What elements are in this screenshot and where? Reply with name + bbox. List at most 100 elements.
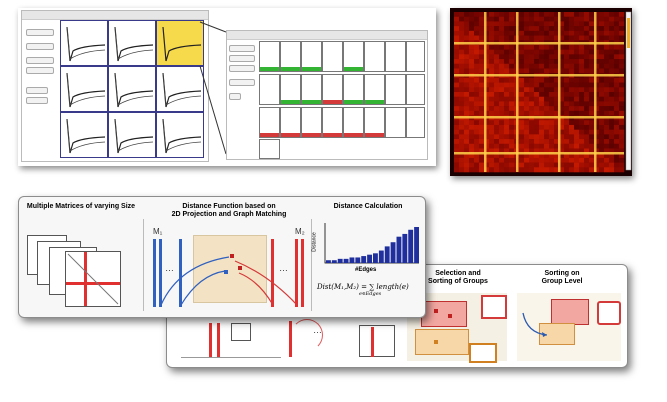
matrix-cell[interactable] <box>364 74 385 105</box>
heatmap-cell <box>499 26 505 32</box>
matrix-cell[interactable] <box>364 41 385 72</box>
heatmap-cell <box>554 148 560 154</box>
plot-tile[interactable] <box>108 20 156 66</box>
heatmap-cell <box>549 101 555 107</box>
plot-tile[interactable] <box>108 112 156 158</box>
heatmap-cell <box>599 157 605 163</box>
plot-tile[interactable] <box>60 112 108 158</box>
heatmap-cell <box>569 106 575 112</box>
plot-tile[interactable] <box>60 66 108 112</box>
matrix-cell[interactable] <box>343 74 364 105</box>
heatmap-cell <box>544 153 550 159</box>
heatmap-cell <box>519 101 525 107</box>
heatmap-cell <box>584 153 590 159</box>
sidebar-button[interactable] <box>26 97 48 104</box>
formula-text: Dist(M₁,M₂) = ∑ length(e) <box>317 283 409 291</box>
plot-tile[interactable] <box>156 66 204 112</box>
heatmap-cell <box>599 12 605 18</box>
m2-bar <box>271 239 274 307</box>
heatmap-cell <box>559 92 565 98</box>
heatmap-cell <box>594 129 600 135</box>
heatmap-cell <box>469 120 475 126</box>
matrix-cell[interactable] <box>259 74 280 105</box>
heatmap-cell <box>609 30 615 36</box>
matrix-cell[interactable] <box>301 41 322 72</box>
heatmap-cell <box>509 82 515 88</box>
heatmap-cell <box>599 77 605 83</box>
heatmap-cell <box>454 87 460 93</box>
heatmap-cell <box>549 153 555 159</box>
matrix-cell[interactable] <box>301 74 322 105</box>
heatmap-cell <box>504 30 510 36</box>
matrix-cell[interactable] <box>385 107 406 138</box>
matrix-cell[interactable] <box>364 107 385 138</box>
plot-tile-selected[interactable] <box>156 20 204 66</box>
heatmap-cell <box>539 157 545 163</box>
matrix-cell[interactable] <box>322 107 343 138</box>
heatmap-cell <box>454 26 460 32</box>
heatmap-cell <box>579 139 585 145</box>
heatmap-cell <box>579 129 585 135</box>
plot-tile[interactable] <box>156 112 204 158</box>
heatmap-cell <box>529 12 535 18</box>
matrix-cell[interactable] <box>406 41 425 72</box>
heatmap-cell <box>554 77 560 83</box>
heatmap-scrollbar[interactable] <box>625 11 632 171</box>
heatmap-cell <box>574 143 580 149</box>
heatmap-cell <box>499 54 505 60</box>
sidebar-button[interactable] <box>26 87 48 94</box>
heatmap-cell <box>619 35 625 41</box>
sidebar-button[interactable] <box>229 45 255 52</box>
matrix-cell[interactable] <box>259 41 280 72</box>
matrix-cell[interactable] <box>343 107 364 138</box>
heatmap-cell <box>549 162 555 168</box>
heatmap-cell <box>619 162 625 168</box>
heatmap-cell <box>494 54 500 60</box>
sidebar-button[interactable] <box>26 43 54 50</box>
matrix-cell[interactable] <box>259 107 280 138</box>
heatmap-cell <box>504 101 510 107</box>
heatmap-cell <box>454 82 460 88</box>
heatmap-cell <box>589 21 595 27</box>
matrix-cell[interactable] <box>322 74 343 105</box>
heatmap-cell <box>554 12 560 18</box>
heatmap-cell <box>464 101 470 107</box>
heatmap-cell <box>524 101 530 107</box>
sidebar-button[interactable] <box>26 67 54 74</box>
matrix-cell[interactable] <box>301 107 322 138</box>
matrix-cell[interactable] <box>385 74 406 105</box>
heatmap-cell <box>504 153 510 159</box>
matrix-cell[interactable] <box>280 107 301 138</box>
sidebar-button[interactable] <box>229 93 241 100</box>
sidebar-button[interactable] <box>229 79 255 86</box>
heatmap-cell <box>509 129 515 135</box>
sidebar-button[interactable] <box>26 57 54 64</box>
heatmap-cell <box>594 143 600 149</box>
matrix-cell[interactable] <box>280 74 301 105</box>
group-bar-green <box>365 100 384 104</box>
matrix-thumbnail <box>65 251 121 307</box>
matrix-cell[interactable] <box>343 41 364 72</box>
heatmap-cell <box>579 68 585 74</box>
scrollbar-thumb[interactable] <box>627 18 630 48</box>
plot-tile[interactable] <box>60 20 108 66</box>
matrix-cell[interactable] <box>385 41 406 72</box>
matrix-cell[interactable] <box>322 41 343 72</box>
heatmap-cell <box>484 63 490 69</box>
plot-tile[interactable] <box>108 66 156 112</box>
sidebar-button[interactable] <box>229 65 255 72</box>
matrix-cell[interactable] <box>406 107 425 138</box>
heatmap-cell <box>559 134 565 140</box>
heatmap-cell <box>549 139 555 145</box>
sidebar-button[interactable] <box>229 55 255 62</box>
matrix-cell[interactable] <box>406 74 425 105</box>
heatmap-cell <box>479 82 485 88</box>
matrix-cell[interactable] <box>259 139 280 159</box>
heatmap-cell <box>494 63 500 69</box>
heatmap-cell <box>589 157 595 163</box>
decay-curve <box>162 26 202 62</box>
heatmap-cell <box>584 35 590 41</box>
sidebar-button[interactable] <box>26 29 54 36</box>
matrix-cell[interactable] <box>280 41 301 72</box>
heatmap-cell <box>584 82 590 88</box>
